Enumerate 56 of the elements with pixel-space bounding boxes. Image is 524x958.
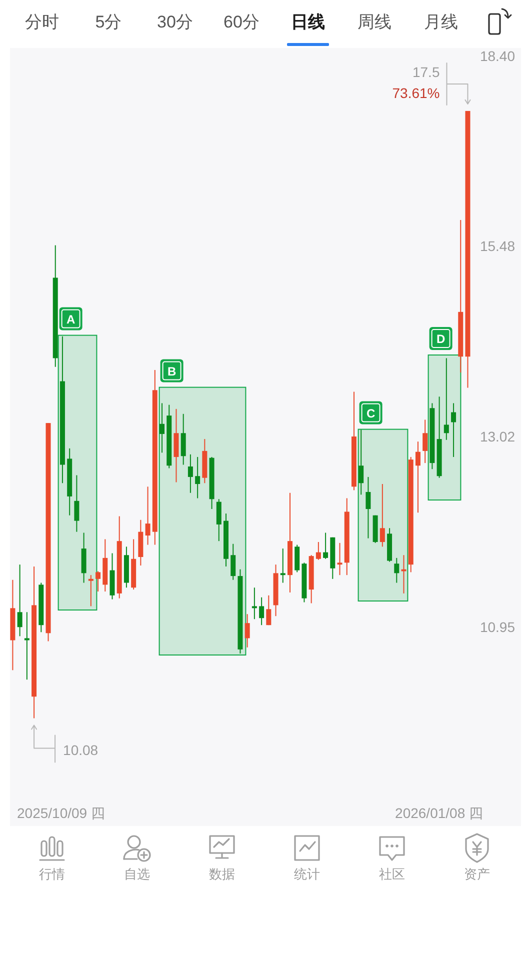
text: 60分 <box>224 12 260 32</box>
candlestick <box>259 596 264 626</box>
candlestick <box>280 548 286 584</box>
text: 周线 <box>358 12 392 32</box>
candlestick <box>145 486 150 546</box>
candlestick <box>24 612 30 680</box>
candlestick <box>180 413 186 466</box>
annotation: 2026/01/08 四 <box>395 805 483 821</box>
candlestick <box>323 532 328 560</box>
candlestick <box>160 402 165 454</box>
candlestick <box>96 570 101 592</box>
candlestick <box>294 544 300 573</box>
candlestick <box>380 484 385 548</box>
candlestick <box>216 498 222 542</box>
candlestick <box>394 557 400 584</box>
candlestick <box>195 456 200 499</box>
text: 数据 <box>209 866 235 882</box>
text: 资产 <box>464 866 490 882</box>
y-tick-label: 18.40 <box>480 48 516 64</box>
candlestick <box>366 476 371 539</box>
text: 自选 <box>124 866 150 882</box>
candlestick <box>444 358 449 440</box>
text: 分时 <box>25 12 59 32</box>
candlestick <box>316 542 321 560</box>
annotation: 17.5 <box>412 64 440 80</box>
text: 统计 <box>294 866 320 882</box>
candlestick <box>244 614 250 648</box>
text: 日线 <box>291 12 325 32</box>
annotation: 10.08 <box>63 742 98 758</box>
candlestick <box>88 574 94 607</box>
y-tick-label: 13.02 <box>480 428 516 444</box>
candlestick <box>451 402 456 458</box>
candlestick <box>358 429 364 496</box>
candlestick <box>252 587 257 620</box>
y-tick-label: 15.48 <box>480 238 516 254</box>
candlestick <box>266 594 272 626</box>
candlestick <box>422 419 428 464</box>
candlestick <box>415 441 420 514</box>
candlestick <box>174 408 179 483</box>
candlestick <box>230 543 236 580</box>
text: 月线 <box>424 12 458 32</box>
text: 30分 <box>157 12 193 32</box>
annotation: A <box>66 312 76 326</box>
text: 5分 <box>95 12 122 32</box>
annotation: 73.61% <box>392 84 440 101</box>
annotation: B <box>167 364 176 378</box>
annotation: 2025/10/09 四 <box>17 805 105 821</box>
candlestick <box>74 474 80 532</box>
text: 行情 <box>39 866 65 882</box>
y-tick-label: 10.95 <box>480 619 516 636</box>
candlestick <box>337 542 342 576</box>
candlestick <box>188 454 193 494</box>
text: 社区 <box>379 866 405 882</box>
candlestick <box>17 564 22 637</box>
annotation: C <box>366 406 376 420</box>
annotation: D <box>436 332 446 346</box>
